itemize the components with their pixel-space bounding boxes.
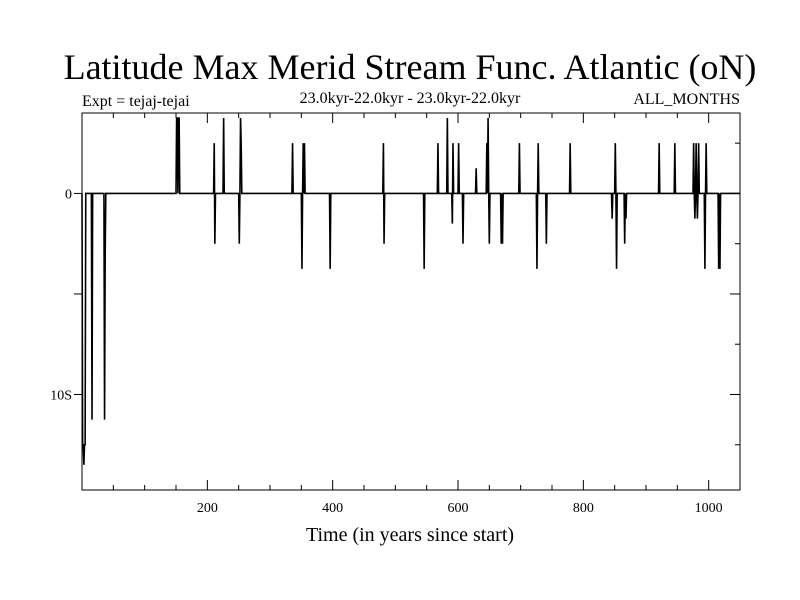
x-tick-label: 800: [573, 501, 594, 516]
y-tick-label: 10S: [50, 388, 72, 403]
x-tick-label: 200: [197, 501, 218, 516]
series-line: [81, 117, 740, 465]
x-tick-label: 600: [448, 501, 469, 516]
months-label: ALL_MONTHS: [633, 91, 740, 108]
x-tick-label: 400: [322, 501, 343, 516]
chart-title: Latitude Max Merid Stream Func. Atlantic…: [64, 47, 757, 87]
x-tick-label: 1000: [695, 501, 723, 516]
y-tick-label: 0: [65, 187, 72, 202]
period-label: 23.0kyr-22.0kyr - 23.0kyr-22.0kyr: [300, 90, 521, 107]
experiment-label: Expt = tejaj-tejai: [82, 93, 190, 110]
plot-frame: [81, 112, 741, 491]
x-axis-label: Time (in years since start): [306, 524, 514, 546]
plot-area: 200 400 600 800 1000 0 10S: [50, 112, 741, 516]
